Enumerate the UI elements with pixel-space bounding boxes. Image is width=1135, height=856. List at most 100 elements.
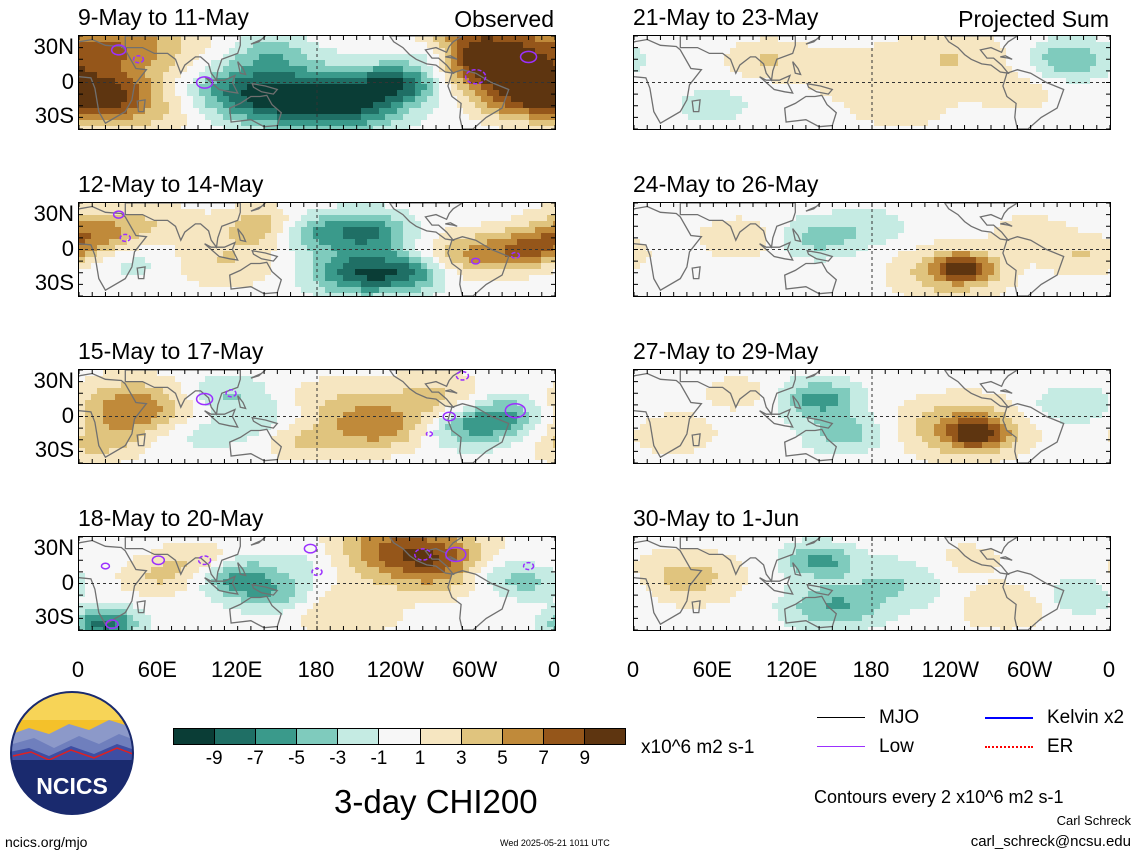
latitude-label: 30N [33,200,74,226]
coastline [250,370,266,379]
coastline [634,372,703,459]
coastline [250,203,266,212]
longitude-label: 180 [852,657,890,682]
legend-er-label: ER [1047,736,1074,757]
colorbar-units: x10^6 m2 s-1 [641,737,755,758]
map-panel [78,35,556,130]
latitude-label: 30S [34,103,74,129]
longitude-label: 60E [692,657,732,682]
low-contour [112,210,125,219]
coastline [679,537,796,583]
colorbar-segment [584,729,626,744]
panel-tag: Projected Sum [958,6,1109,32]
coastline [792,228,802,243]
legend-kelvin-label: Kelvin x2 [1047,707,1125,728]
panel-title: 9-May to 11-May [78,4,249,30]
map-field [634,36,1110,129]
coastline [124,537,241,583]
latitude-label: 0 [61,402,74,428]
coastline [229,261,283,295]
low-contour [132,55,145,64]
coastline [806,249,834,262]
coastline [792,562,802,577]
author: Carl Schreck [1056,813,1131,828]
coastline [237,228,247,243]
coastline [759,575,794,595]
coastline [1002,236,1065,296]
coastline [124,36,241,82]
coastline [204,408,239,428]
panel-title: 27-May to 29-May [633,338,819,364]
coastline [136,600,146,614]
coastline [79,539,148,626]
longitude-label: 180 [297,657,335,682]
map-panel [78,369,556,464]
panel-title: 24-May to 26-May [633,171,819,197]
coastline [792,395,802,410]
colorbar-segment [543,729,585,744]
coastline [447,570,510,630]
latitude-label: 30N [33,33,74,59]
coastline [759,74,794,94]
site-link[interactable]: ncics.org/mjo [5,834,88,850]
coastline [759,408,794,428]
map-field [79,36,555,129]
longitude-label: 60W [1007,657,1053,682]
low-contour [470,257,481,265]
coastline [388,203,464,242]
coastline [388,370,464,409]
longitude-label: 0 [547,657,561,682]
coastline [1000,389,1013,394]
colorbar [173,728,626,745]
low-contour [510,251,521,259]
map-field [634,370,1110,463]
map-field [79,370,555,463]
low-contour [504,402,527,419]
longitude-label: 0 [626,657,640,682]
coastline [806,583,834,596]
colorbar-tick: -9 [205,748,223,769]
panel-tag: Observed [454,6,554,32]
map-field [79,203,555,296]
coastline [124,203,241,249]
coastline [388,537,464,576]
low-contour [425,431,434,437]
coastline [784,595,838,629]
legend-kelvin-swatch [985,716,1033,719]
low-contour [151,555,166,566]
coastline [1002,403,1065,463]
colorbar-segment [338,729,380,744]
colorbar-tick: -7 [246,748,264,769]
low-contour [519,50,538,64]
latitude-label: 30S [34,437,74,463]
ncics-logo: NCICS [9,690,135,816]
low-contour [464,68,487,85]
colorbar-tick: -1 [370,748,388,769]
coastline [237,395,247,410]
map-panel [633,536,1111,631]
colorbar-tick: -5 [288,748,305,769]
panel-title: 12-May to 14-May [78,171,264,197]
longitude-label: 120W [366,657,425,682]
coastline [691,99,701,113]
coastline [1000,222,1013,227]
legend-mjo-label: MJO [879,707,920,728]
coastline [447,236,510,296]
coastline [136,99,146,113]
coastline [124,370,241,416]
coastline [784,94,838,128]
low-contour [105,619,119,630]
latitude-label: 0 [61,68,74,94]
email-link[interactable]: carl_schreck@ncsu.edu [970,833,1131,850]
colorbar-segment [502,729,544,744]
logo-text: NCICS [36,773,108,799]
longitude-label: 120W [921,657,980,682]
coastline [634,205,703,292]
latitude-label: 30N [33,534,74,560]
longitude-label: 120E [210,657,263,682]
coastline [805,36,821,45]
low-contour [119,233,132,243]
coastline [445,556,458,561]
map-panel [78,536,556,631]
coastline [79,372,148,459]
